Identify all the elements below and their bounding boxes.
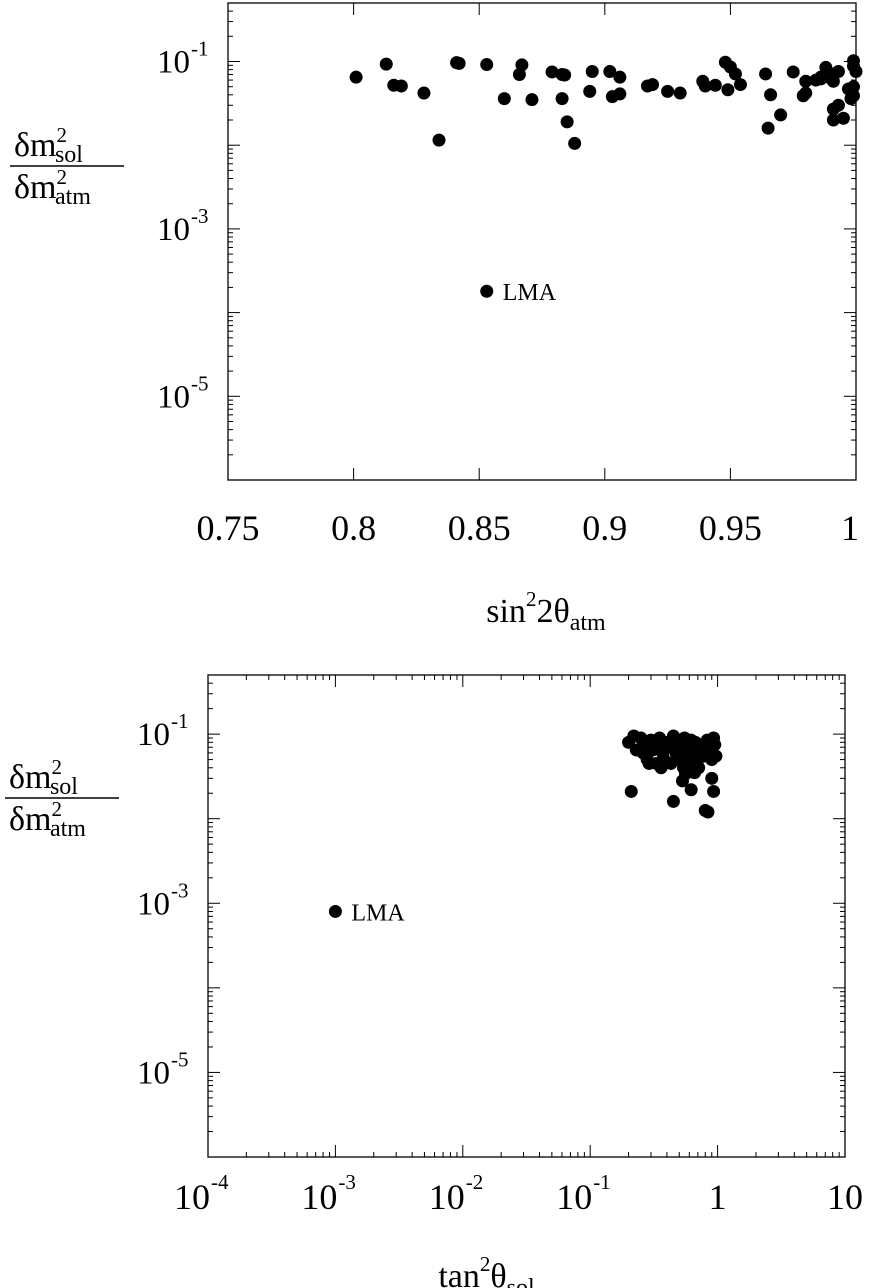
y-tick-label: 10 — [157, 212, 190, 248]
x-axis-title: tan2θsol — [438, 1252, 535, 1288]
x-tick-label: 0.85 — [448, 508, 511, 548]
data-point — [728, 67, 742, 81]
y-axis-title-denominator: δm2 atm — [9, 797, 86, 842]
x-tick-label: 10 — [174, 1177, 210, 1217]
data-point — [733, 78, 747, 92]
x-tick-label: 0.9 — [582, 508, 627, 548]
data-point — [654, 761, 668, 775]
data-point — [497, 92, 511, 106]
data-point — [432, 133, 446, 147]
x-axis-title: sin22θatm — [486, 587, 606, 636]
data-point — [698, 79, 712, 93]
data-point — [666, 794, 680, 808]
data-point — [673, 86, 687, 100]
data-point — [849, 64, 863, 78]
x-tick-label: 10 — [827, 1177, 863, 1217]
y-tick-label: 10 — [157, 379, 190, 415]
data-point — [646, 78, 660, 92]
data-point — [684, 783, 698, 797]
x-tick-label-exp: -1 — [593, 1170, 611, 1194]
data-point — [764, 88, 778, 102]
data-point — [328, 904, 342, 918]
data-point — [555, 92, 569, 106]
data-point — [836, 111, 850, 125]
data-point — [603, 64, 617, 78]
data-point — [846, 80, 860, 94]
data-point — [585, 64, 599, 78]
annotation-label: LMA — [351, 900, 405, 926]
x-tick-label: 0.75 — [197, 508, 260, 548]
x-tick-label: 10 — [429, 1177, 465, 1217]
data-point — [480, 284, 494, 298]
data-point — [708, 78, 722, 92]
data-point — [799, 74, 813, 88]
y-axis-title-denominator: δm2 atm — [14, 165, 91, 210]
plot-frame — [207, 674, 846, 1158]
x-tick-label: 10 — [301, 1177, 337, 1217]
data-point — [480, 58, 494, 72]
x-tick-label: 0.95 — [699, 508, 762, 548]
data-point — [452, 56, 466, 70]
x-tick-label: 1 — [841, 508, 859, 548]
x-tick-label: 10 — [556, 1177, 592, 1217]
data-point — [642, 756, 656, 770]
y-tick-label: 10 — [137, 717, 170, 753]
scatter-panel-1: 10-110-310 -50.75 0.8 0.85 0.9 0.95 1sin22θatm… — [10, 2, 863, 636]
data-point — [349, 70, 363, 84]
data-point — [721, 83, 735, 97]
data-point — [558, 68, 572, 82]
data-point — [831, 98, 845, 112]
x-tick-label: 1 — [709, 1177, 727, 1217]
data-point — [799, 86, 813, 100]
data-point — [846, 89, 860, 103]
data-point — [826, 74, 840, 88]
annotation-label: LMA — [503, 280, 557, 306]
data-point — [831, 64, 845, 78]
data-point — [661, 84, 675, 98]
data-point — [583, 84, 597, 98]
y-tick-label: 10 — [137, 886, 170, 922]
y-tick-label-exp: -5 — [191, 371, 209, 395]
data-point — [692, 761, 706, 775]
data-point — [708, 738, 722, 752]
data-point — [786, 65, 800, 79]
y-tick-label-exp: -1 — [191, 37, 209, 61]
data-point — [545, 65, 559, 79]
x-tick-label-exp: -4 — [211, 1170, 229, 1194]
data-point — [560, 115, 574, 129]
data-point — [568, 136, 582, 150]
data-point — [707, 784, 721, 798]
y-tick-label: 10 — [137, 1055, 170, 1091]
scatter-panel-2: 10 -110 -310 -510 -4 10 -3 10 -2 10 -1 1 10tan2θsolδ… — [5, 674, 863, 1288]
data-point — [525, 93, 539, 107]
data-point — [417, 86, 431, 100]
data-point — [515, 58, 529, 72]
x-tick-label: 0.8 — [331, 508, 376, 548]
data-point — [624, 784, 638, 798]
y-tick-label-exp: -1 — [171, 709, 189, 733]
data-point — [701, 805, 715, 819]
data-point — [705, 771, 719, 785]
x-tick-label-exp: -2 — [466, 1170, 484, 1194]
data-point — [709, 749, 723, 763]
data-point — [774, 108, 788, 122]
data-point — [394, 79, 408, 93]
y-tick-label-exp: -5 — [171, 1047, 189, 1071]
data-point — [826, 113, 840, 127]
y-tick-label: 10 — [157, 45, 190, 81]
y-tick-label-exp: -3 — [171, 878, 189, 902]
y-axis-title-numerator: δm2 sol — [9, 755, 78, 800]
y-axis-title-numerator: δm2 sol — [14, 123, 83, 168]
x-tick-label-exp: -3 — [338, 1170, 356, 1194]
data-point — [613, 87, 627, 101]
data-point — [759, 67, 773, 81]
data-point — [675, 774, 689, 788]
data-point — [761, 121, 775, 135]
data-point — [613, 70, 627, 84]
data-point — [379, 57, 393, 71]
y-tick-label-exp: -3 — [191, 204, 209, 228]
